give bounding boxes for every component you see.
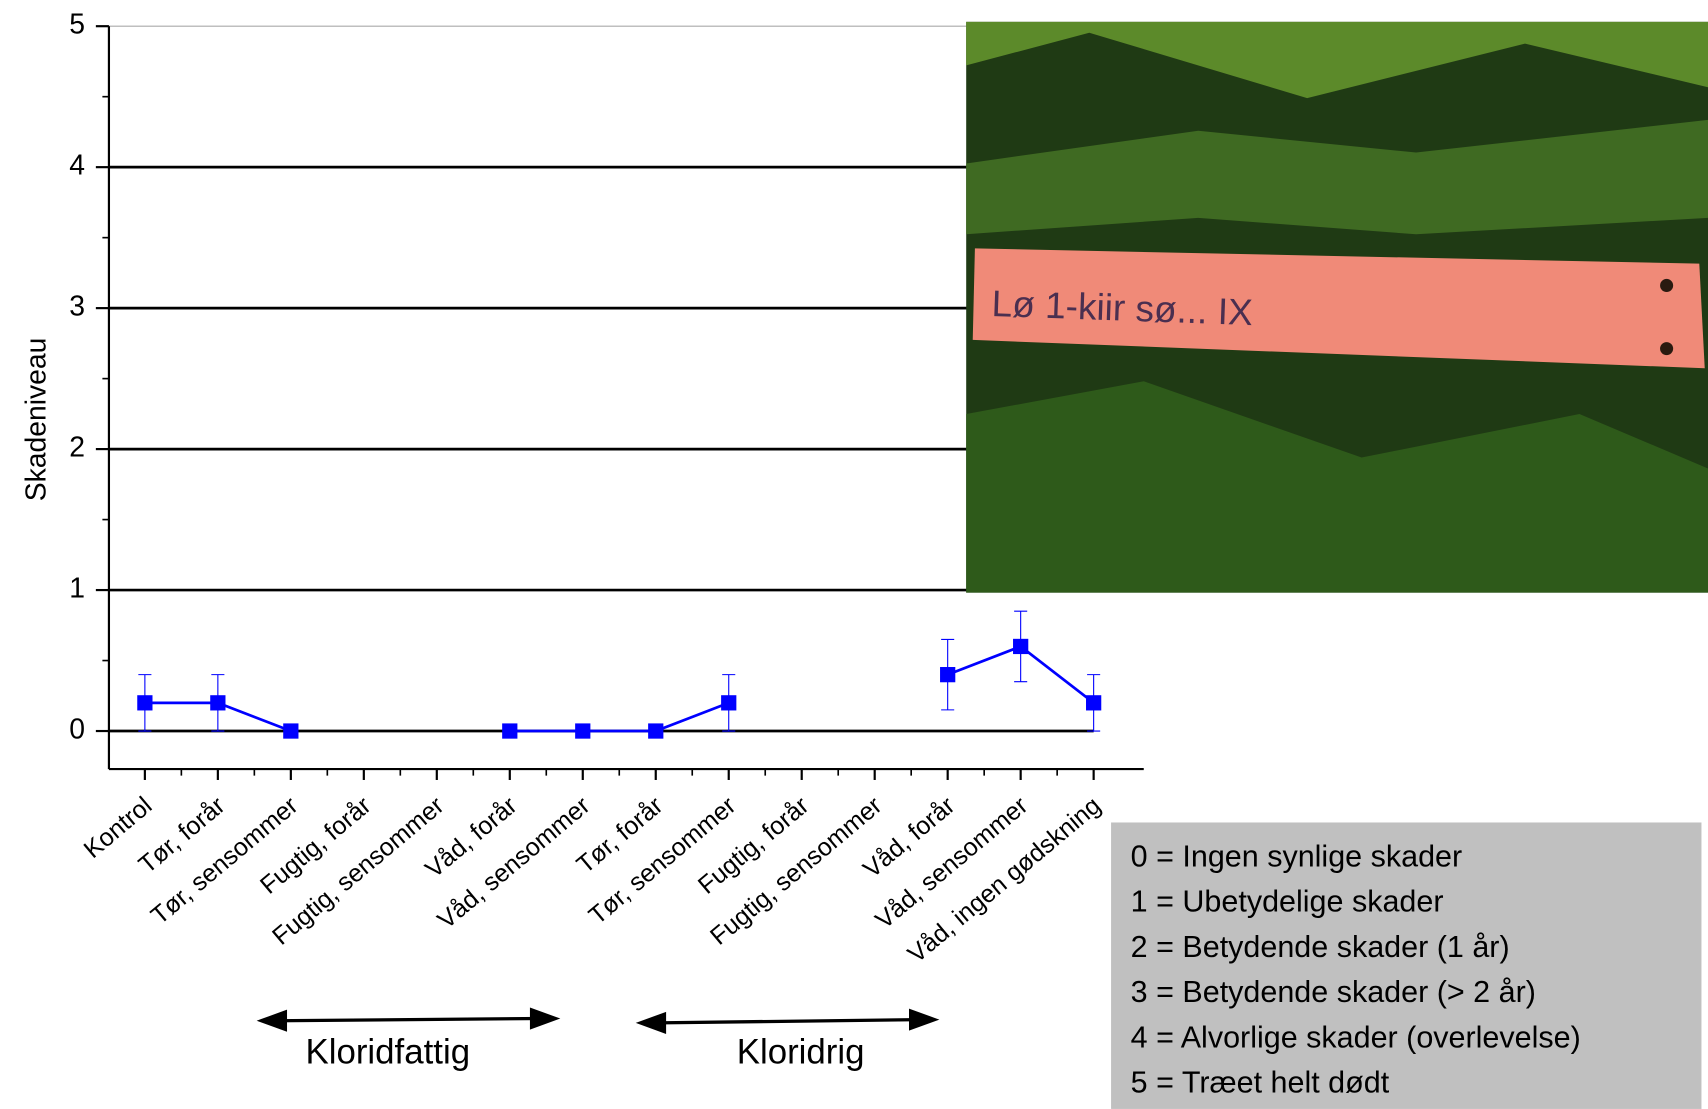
y-tick-label: 1	[69, 573, 85, 605]
arrow-head	[641, 1014, 665, 1031]
group-arrows	[261, 1010, 934, 1032]
arrow-head	[911, 1011, 935, 1028]
data-point	[1086, 695, 1101, 710]
y-axis-label: Skadeniveau	[21, 338, 53, 502]
y-tick-label: 5	[69, 9, 85, 41]
y-tick-label: 0	[69, 714, 85, 746]
arrow	[657, 1020, 918, 1023]
data-point	[721, 695, 736, 710]
data-point	[940, 667, 955, 682]
y-tick-label: 2	[69, 432, 85, 464]
data-point	[648, 723, 663, 738]
data-point	[575, 723, 590, 738]
legend-note: 4 = Alvorlige skader (overlevelse)	[1131, 1020, 1581, 1054]
group-label: Kloridrig	[737, 1033, 865, 1072]
group-label: Kloridfattig	[305, 1033, 470, 1072]
legend-note: 3 = Betydende skader (> 2 år)	[1131, 975, 1536, 1009]
data-point	[137, 695, 152, 710]
series-line	[510, 703, 729, 731]
photo: Lø 1-kiir sø... IX	[966, 22, 1708, 593]
legend-note: 0 = Ingen synlige skader	[1131, 839, 1462, 873]
legend-note: 5 = Træet helt dødt	[1131, 1065, 1390, 1099]
arrow	[278, 1019, 539, 1021]
data-point	[502, 723, 517, 738]
arrow-head	[261, 1012, 285, 1029]
y-tick-label: 4	[69, 150, 85, 182]
data-point	[210, 695, 225, 710]
photo-hole	[1660, 279, 1673, 292]
chart: 012345KontrolTør, forårTør, sensommerFug…	[0, 0, 1708, 1109]
data-point	[283, 723, 298, 738]
y-tick-label: 3	[69, 291, 85, 323]
arrow-head	[532, 1010, 556, 1027]
legend-note: 1 = Ubetydelige skader	[1131, 885, 1444, 919]
data-point	[1013, 639, 1028, 654]
legend-note: 2 = Betydende skader (1 år)	[1131, 930, 1510, 964]
photo-hole	[1660, 342, 1673, 355]
